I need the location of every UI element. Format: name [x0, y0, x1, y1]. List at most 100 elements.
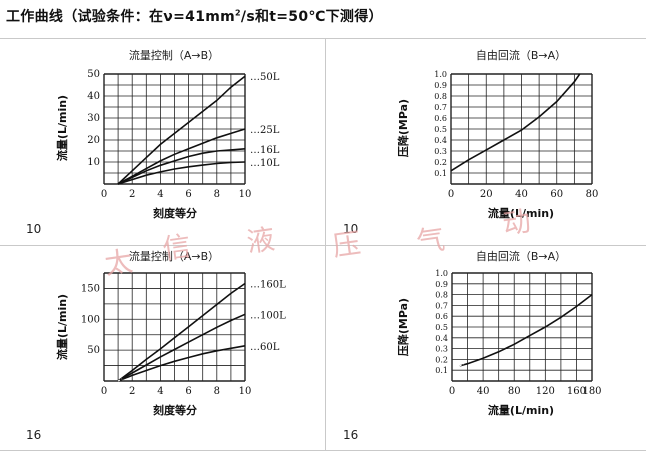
chart1-series-label: …16L — [250, 145, 280, 156]
chart3-yaxis-label: 流量(L/min) — [55, 294, 69, 360]
chart1-series-label: …50L — [250, 72, 280, 83]
chart1-series-line — [117, 75, 246, 185]
chart2-ytick-label: 1.0 — [434, 70, 447, 79]
chart4-ytick-label: 0.5 — [435, 323, 448, 332]
chart1-xtick-label: 8 — [214, 189, 220, 200]
chart4-ytick-label: 0.9 — [435, 280, 448, 289]
chart2-xtick-label: 60 — [550, 189, 563, 200]
chart4-xtick-label: 180 — [582, 386, 601, 397]
watermark-char: 动 — [501, 204, 533, 241]
chart3-ytick-label: 50 — [87, 345, 100, 356]
title-post: /s和t=50℃下测得） — [240, 9, 383, 25]
chart4-ytick-label: 0.3 — [435, 345, 448, 354]
chart1-yaxis-label: 流量(L/min) — [55, 95, 69, 161]
chart2-title: 自由回流（B→A） — [476, 48, 566, 62]
chart2-xaxis-label: 流量(L/min) — [488, 206, 554, 220]
chart2-ytick-label: 0.8 — [434, 92, 447, 101]
chart3-xaxis-label: 刻度等分 — [153, 403, 197, 417]
chart3-title: 流量控制（A→B） — [129, 249, 219, 263]
chart3-xtick-label: 0 — [101, 386, 107, 397]
chart1-ytick-label: 10 — [87, 157, 100, 168]
chart2-ytick-label: 0.9 — [434, 81, 447, 90]
chart4-ytick-label: 0.8 — [435, 291, 448, 300]
chart3-xtick-label: 8 — [214, 386, 220, 397]
watermark-char: 压 — [331, 226, 363, 263]
chart2-ytick-label: 0.5 — [434, 125, 447, 134]
panel-id-bottom-right: 16 — [343, 428, 359, 442]
watermark-char: 气 — [415, 222, 447, 259]
chart2-xtick-label: 80 — [586, 189, 599, 200]
chart4-xtick-label: 0 — [449, 386, 455, 397]
chart3-series-label: …100L — [250, 310, 286, 321]
chart1-xtick-label: 10 — [239, 189, 252, 200]
chart2-ytick-label: 0.1 — [434, 169, 447, 178]
chart1-ytick-label: 20 — [87, 135, 100, 146]
chart2-ytick-label: 0.6 — [434, 114, 447, 123]
chart3-ytick-label: 150 — [81, 283, 100, 294]
chart2-ytick-label: 0.4 — [434, 136, 447, 145]
chart1-ytick-label: 50 — [87, 69, 100, 80]
chart4-ytick-label: 0.7 — [435, 301, 448, 310]
chart2-series-line — [450, 73, 581, 172]
chart4-xtick-label: 160 — [567, 386, 586, 397]
chart2-ytick-label: 0.7 — [434, 103, 447, 112]
chart4-xtick-label: 120 — [536, 386, 555, 397]
chart3-xtick-label: 4 — [157, 386, 163, 397]
chart1-title: 流量控制（A→B） — [129, 48, 219, 62]
chart3-series-label: …60L — [250, 342, 280, 353]
watermark-char: 信 — [161, 229, 193, 266]
chart3-series-line — [117, 345, 246, 382]
chart1-series-line — [117, 128, 246, 185]
chart1-xtick-label: 0 — [101, 189, 107, 200]
chart4-series-dash — [459, 363, 465, 367]
chart4-ytick-label: 1.0 — [435, 269, 448, 278]
watermark-char: 太 — [103, 244, 135, 281]
chart2-xtick-label: 0 — [448, 189, 454, 200]
chart1-series-label: …25L — [250, 125, 280, 136]
page-title: 工作曲线（试验条件：在ν=41mm2/s和t=50℃下测得） — [6, 6, 383, 26]
chart1-xtick-label: 2 — [129, 189, 135, 200]
chart4-xtick-label: 40 — [477, 386, 490, 397]
chart2-ytick-label: 0.2 — [434, 158, 447, 167]
panel-id-top-left: 10 — [26, 222, 42, 236]
chart4-xaxis-label: 流量(L/min) — [488, 403, 554, 417]
chart1-ytick-label: 30 — [87, 113, 100, 124]
chart1-xtick-label: 6 — [185, 189, 191, 200]
center-divider — [325, 38, 326, 450]
chart4-title: 自由回流（B→A） — [476, 249, 566, 263]
chart1-ytick-label: 40 — [87, 91, 100, 102]
chart1-xaxis-label: 刻度等分 — [153, 206, 197, 220]
chart4-series-line — [459, 293, 593, 367]
watermark-char: 液 — [245, 222, 277, 259]
chart3-ytick-label: 100 — [81, 314, 100, 325]
title-superscript: 2 — [235, 8, 241, 18]
chart3-series-dash — [117, 378, 123, 382]
chart1-xtick-label: 4 — [157, 189, 163, 200]
middle-divider — [0, 245, 646, 246]
chart4-ytick-label: 0.2 — [435, 355, 448, 364]
chart2-ytick-label: 0.3 — [434, 147, 447, 156]
top-divider — [0, 38, 646, 39]
chart3-series-label: …160L — [250, 279, 286, 290]
bottom-divider — [0, 450, 646, 451]
chart2-yaxis-label: 压降(MPa) — [396, 99, 410, 157]
chart1-series-line — [117, 161, 246, 185]
chart1-series-line — [117, 148, 246, 185]
chart1-series-label: …10L — [250, 158, 280, 169]
chart2-xtick-label: 40 — [515, 189, 528, 200]
chart4-xtick-label: 80 — [508, 386, 521, 397]
chart4-ytick-label: 0.4 — [435, 334, 448, 343]
panel-id-top-right: 10 — [343, 222, 359, 236]
chart4-ytick-label: 0.1 — [435, 366, 448, 375]
chart2-xtick-label: 20 — [480, 189, 493, 200]
chart3-xtick-label: 6 — [185, 386, 191, 397]
panel-id-bottom-left: 16 — [26, 428, 42, 442]
chart3-series-line — [117, 282, 246, 382]
chart3-xtick-label: 2 — [129, 386, 135, 397]
chart4-yaxis-label: 压降(MPa) — [396, 298, 410, 356]
chart3-xtick-label: 10 — [239, 386, 252, 397]
title-pre: 工作曲线（试验条件：在ν=41mm — [6, 9, 236, 25]
chart4-ytick-label: 0.6 — [435, 312, 448, 321]
chart3-series-line — [117, 313, 246, 382]
